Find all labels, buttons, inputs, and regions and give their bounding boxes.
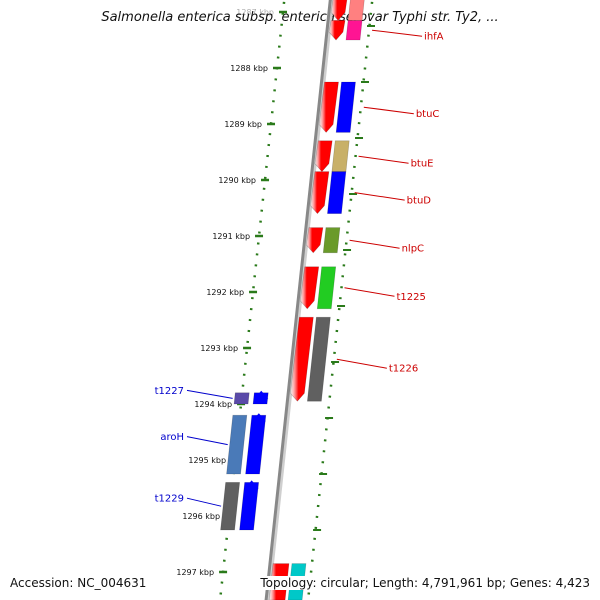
gene-leader-ihfA <box>371 29 423 37</box>
gene-bar-top-pink <box>347 0 365 21</box>
topology-summary: Topology: circular; Length: 4,791,961 bp… <box>260 576 590 590</box>
gene-label-t1227: t1227 <box>155 386 184 397</box>
kbp-tick-label: 1293 kbp <box>200 344 238 353</box>
kbp-tick-label: 1291 kbp <box>212 232 250 241</box>
gene-label-nlpC: nlpC <box>402 244 424 255</box>
blue-arrow-aroH <box>245 414 267 475</box>
gene-label-btuD: btuD <box>407 196 432 207</box>
gene-bar-btuE <box>331 140 350 172</box>
kbp-tick-label: 1294 kbp <box>194 400 232 409</box>
kbp-tick-label: 1288 kbp <box>230 64 268 73</box>
red-arrow-btuE <box>314 140 333 173</box>
kbp-tick-label: 1296 kbp <box>182 512 220 521</box>
gene-label-t1225: t1225 <box>396 292 425 303</box>
gene-label-t1226: t1226 <box>389 364 418 375</box>
kbp-tick-label: 1295 kbp <box>188 456 226 465</box>
gene-leader-nlpC <box>349 239 400 249</box>
accession-label: Accession: NC_004631 <box>10 576 147 590</box>
red-arrow-t1225 <box>299 266 320 310</box>
gene-bar-t1229 <box>220 482 241 531</box>
blue-arrow-head-t1227 <box>254 390 269 399</box>
gene-leader-btuD <box>354 192 405 201</box>
red-arrow-btuC <box>318 81 339 133</box>
blue-arrow-t1229 <box>239 482 260 531</box>
blue-arrow-head-aroH <box>251 413 266 422</box>
gene-label-ihfA: ihfA <box>424 32 444 43</box>
kbp-tick-label: 1289 kbp <box>224 120 262 129</box>
gene-label-t1229: t1229 <box>155 494 184 505</box>
genome-backbone <box>264 0 332 600</box>
red-arrow-nlpC <box>305 227 324 254</box>
gene-label-btuE: btuE <box>411 159 434 170</box>
kbp-tick-label: 1287 kbp <box>236 8 274 17</box>
kbp-tick-label: 1292 kbp <box>206 288 244 297</box>
gene-bar-btuC <box>335 81 356 133</box>
red-arrow-btuD <box>310 171 330 215</box>
gene-label-aroH: aroH <box>160 432 184 443</box>
gene-bar-aroH <box>226 414 248 475</box>
kbp-tick-label: 1297 kbp <box>176 568 214 577</box>
kbp-tick-label: 1290 kbp <box>218 176 256 185</box>
gene-leader-t1225 <box>344 287 395 297</box>
gene-leader-t1229 <box>186 497 222 507</box>
gene-bar-t1227 <box>233 392 250 405</box>
gene-leader-aroH <box>186 436 228 446</box>
red-arrow-top <box>330 0 348 21</box>
gene-bar-t1225 <box>316 266 337 310</box>
blue-arrow-head-t1229 <box>244 480 259 489</box>
gene-leader-btuC <box>363 106 414 115</box>
red-arrow-t1226 <box>290 316 314 402</box>
right-dotted-line <box>306 0 374 600</box>
gene-bar-btuD <box>327 171 347 214</box>
gene-bar-nlpC <box>322 227 341 254</box>
gene-bar-t1226 <box>307 316 331 402</box>
gene-leader-t1227 <box>186 389 233 399</box>
red-arrow-ihfA <box>328 20 346 41</box>
gene-leader-t1226 <box>336 358 387 369</box>
gene-leader-btuE <box>358 155 409 164</box>
gene-bar-ihfA <box>345 20 363 41</box>
gene-label-btuC: btuC <box>416 109 440 120</box>
genome-title: Salmonella enterica subsp. enterica sero… <box>101 10 499 25</box>
